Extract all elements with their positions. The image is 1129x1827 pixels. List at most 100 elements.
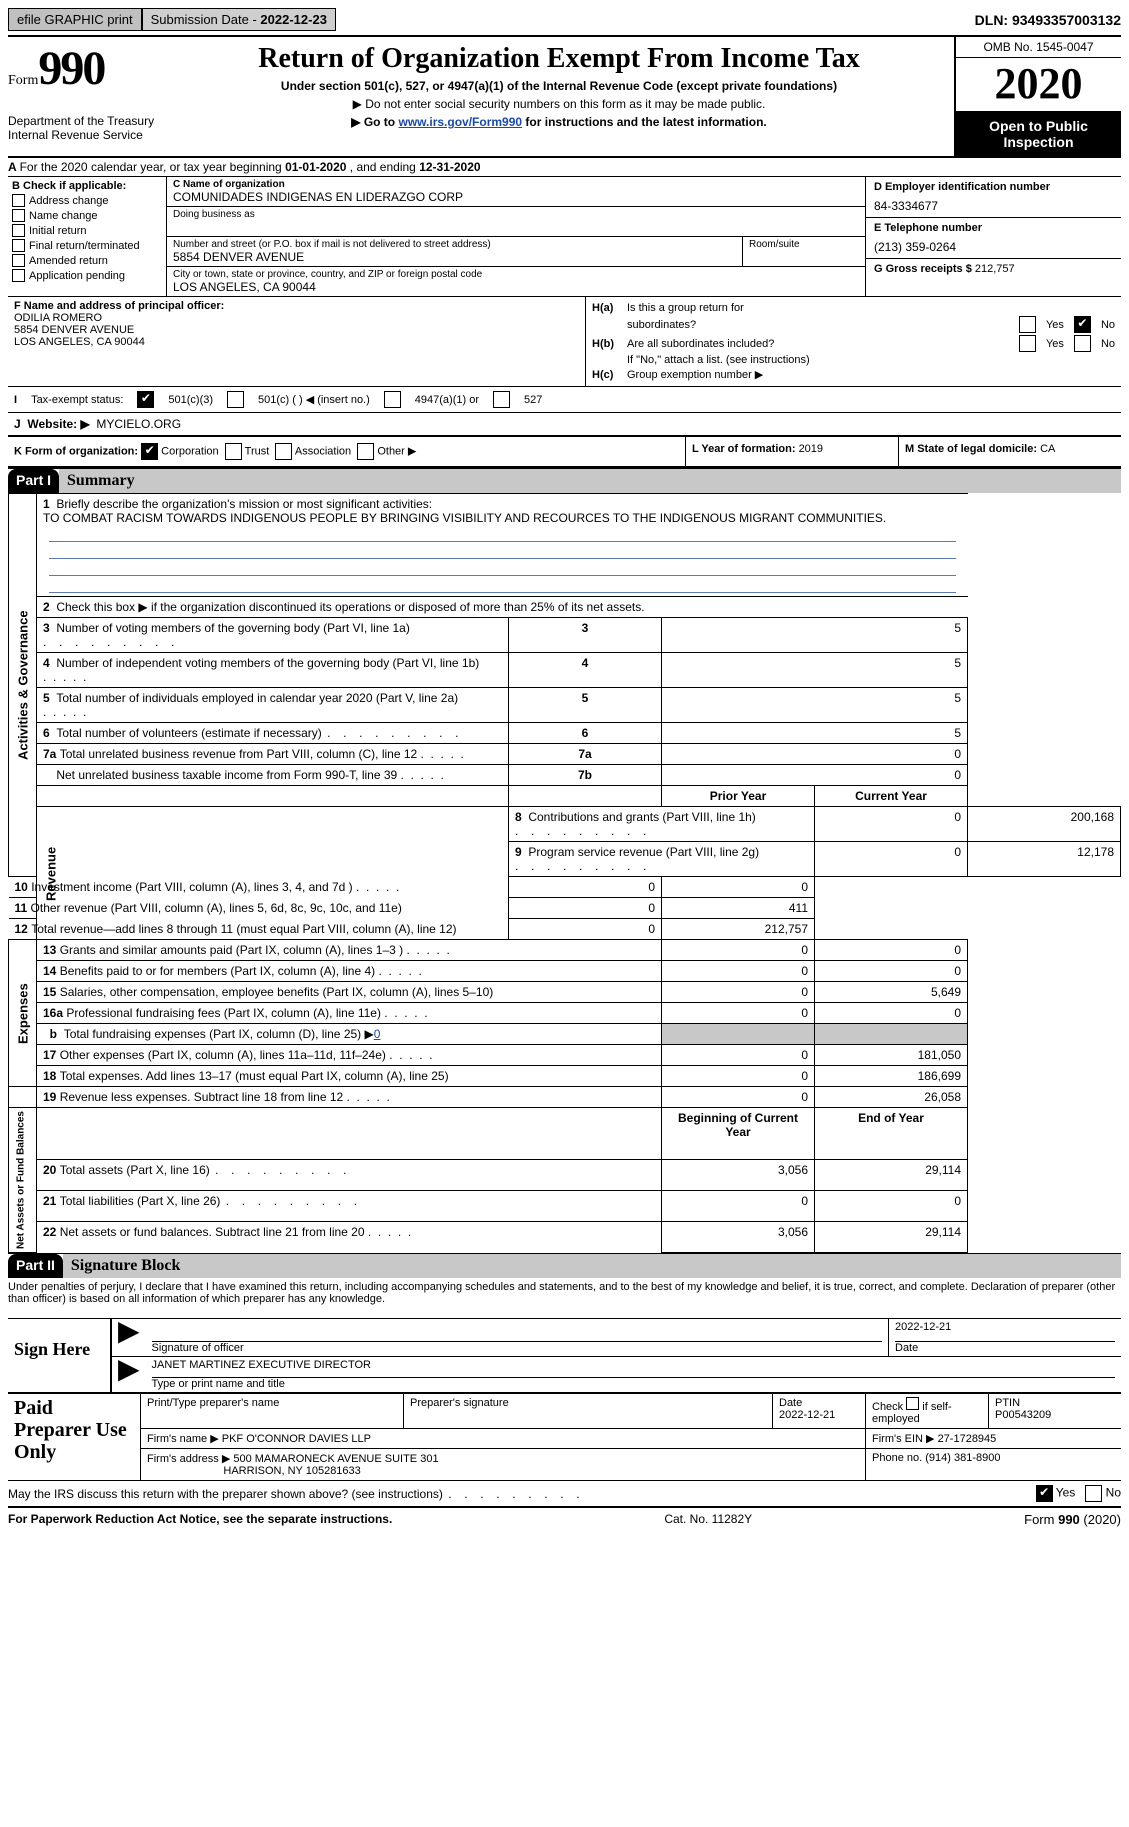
discuss-no-checkbox[interactable] bbox=[1085, 1485, 1102, 1502]
irs-link[interactable]: www.irs.gov/Form990 bbox=[398, 115, 522, 129]
status-4947-checkbox[interactable] bbox=[384, 391, 401, 408]
officer-addr2: LOS ANGELES, CA 90044 bbox=[14, 336, 579, 348]
form-title: Return of Organization Exempt From Incom… bbox=[172, 43, 946, 75]
efile-print-button[interactable]: efile GRAPHIC print bbox=[8, 8, 142, 31]
sig-date-label: Date bbox=[895, 1341, 1115, 1354]
checkbox-name-change[interactable] bbox=[12, 209, 25, 222]
part-1-header: Part I Summary bbox=[8, 468, 1121, 493]
city-label: City or town, state or province, country… bbox=[173, 269, 859, 280]
val-5: 5 bbox=[662, 688, 968, 723]
ha-yes-checkbox[interactable] bbox=[1019, 316, 1036, 333]
val-c17: 181,050 bbox=[815, 1045, 968, 1066]
line-18: Total expenses. Add lines 13–17 (must eq… bbox=[60, 1069, 449, 1083]
status-501c3-checkbox[interactable] bbox=[137, 391, 154, 408]
line-16b-val[interactable]: 0 bbox=[374, 1027, 381, 1041]
hb-no-checkbox[interactable] bbox=[1074, 335, 1091, 352]
sig-officer-label: Signature of officer bbox=[152, 1341, 882, 1354]
hc-label: Group exemption number ▶ bbox=[627, 368, 763, 381]
val-c11: 411 bbox=[662, 898, 815, 919]
officer-label: F Name and address of principal officer: bbox=[14, 300, 579, 312]
discuss-row: May the IRS discuss this return with the… bbox=[8, 1481, 1121, 1508]
line-2: Check this box ▶ if the organization dis… bbox=[56, 600, 644, 614]
website: MYCIELO.ORG bbox=[96, 417, 181, 431]
hb-yes-checkbox[interactable] bbox=[1019, 335, 1036, 352]
val-e22: 29,114 bbox=[815, 1221, 968, 1252]
val-e20: 29,114 bbox=[815, 1159, 968, 1190]
submission-date: Submission Date - 2022-12-23 bbox=[142, 8, 336, 31]
sig-date: 2022-12-21 bbox=[895, 1321, 1115, 1341]
checkbox-pending[interactable] bbox=[12, 269, 25, 282]
org-form-row: K Form of organization: Corporation Trus… bbox=[8, 437, 1121, 468]
status-501c-checkbox[interactable] bbox=[227, 391, 244, 408]
line-21: Total liabilities (Part X, line 26) bbox=[60, 1194, 359, 1208]
checkbox-amended[interactable] bbox=[12, 254, 25, 267]
line-13: Grants and similar amounts paid (Part IX… bbox=[60, 943, 450, 957]
department: Department of the Treasury Internal Reve… bbox=[8, 114, 158, 142]
val-c18: 186,699 bbox=[815, 1066, 968, 1087]
ha-no-checkbox[interactable] bbox=[1074, 316, 1091, 333]
val-b22: 3,056 bbox=[662, 1221, 815, 1252]
hb-label: Are all subordinates included? bbox=[627, 338, 774, 350]
preparer-table: Paid Preparer Use Only Print/Type prepar… bbox=[8, 1393, 1121, 1481]
prep-sig-label: Preparer's signature bbox=[404, 1394, 773, 1429]
gross-label: G Gross receipts $ bbox=[874, 263, 975, 275]
org-name-label: C Name of organization bbox=[173, 179, 859, 190]
side-activities: Activities & Governance bbox=[9, 494, 37, 877]
form-assoc-checkbox[interactable] bbox=[275, 443, 292, 460]
status-527-checkbox[interactable] bbox=[493, 391, 510, 408]
tax-exempt-status: I Tax-exempt status: 501(c)(3) 501(c) ( … bbox=[8, 387, 1121, 413]
discuss-yes-checkbox[interactable] bbox=[1036, 1485, 1053, 1502]
paid-preparer-label: Paid Preparer Use Only bbox=[8, 1394, 141, 1481]
val-c9: 12,178 bbox=[968, 842, 1121, 877]
form-trust-checkbox[interactable] bbox=[225, 443, 242, 460]
form-subtitle: Under section 501(c), 527, or 4947(a)(1)… bbox=[172, 79, 946, 93]
form-corp-checkbox[interactable] bbox=[141, 443, 158, 460]
form-note-link: ▶ Go to www.irs.gov/Form990 for instruct… bbox=[172, 115, 946, 129]
tel-label: E Telephone number bbox=[874, 222, 1113, 234]
sign-here-label: Sign Here bbox=[8, 1319, 110, 1392]
officer-group-block: F Name and address of principal officer:… bbox=[8, 297, 1121, 387]
gross-receipts: 212,757 bbox=[975, 263, 1015, 275]
officer-printed-name: JANET MARTINEZ EXECUTIVE DIRECTOR bbox=[152, 1359, 1115, 1377]
checkbox-address-change[interactable] bbox=[12, 194, 25, 207]
city: LOS ANGELES, CA 90044 bbox=[173, 280, 859, 294]
line-7b: Net unrelated business taxable income fr… bbox=[56, 768, 444, 782]
identity-block: B Check if applicable: Address change Na… bbox=[8, 177, 1121, 297]
tax-year: 2020 bbox=[956, 58, 1121, 112]
check-applicable: B Check if applicable: Address change Na… bbox=[8, 177, 167, 296]
summary-table: Activities & Governance 1 Briefly descri… bbox=[8, 493, 1121, 1253]
line-20: Total assets (Part X, line 16) bbox=[60, 1163, 349, 1177]
hb-note: If "No," attach a list. (see instruction… bbox=[627, 354, 810, 366]
signature-block: Sign Here ▶ Signature of officer 2022-12… bbox=[8, 1318, 1121, 1393]
form-number: Form990 bbox=[8, 41, 158, 96]
footer-form: Form 990 (2020) bbox=[1024, 1512, 1121, 1527]
checkbox-final-return[interactable] bbox=[12, 239, 25, 252]
ein-label: D Employer identification number bbox=[874, 181, 1113, 193]
omb-number: OMB No. 1545-0047 bbox=[956, 37, 1121, 58]
prep-date: 2022-12-21 bbox=[779, 1409, 835, 1421]
line-9: Program service revenue (Part VIII, line… bbox=[515, 845, 759, 873]
footer-left: For Paperwork Reduction Act Notice, see … bbox=[8, 1512, 392, 1527]
val-7a: 0 bbox=[662, 744, 968, 765]
val-c8: 200,168 bbox=[968, 807, 1121, 842]
self-employed-checkbox[interactable] bbox=[906, 1397, 919, 1410]
val-4: 5 bbox=[662, 653, 968, 688]
org-name: COMUNIDADES INDIGENAS EN LIDERAZGO CORP bbox=[173, 190, 859, 204]
line-6: Total number of volunteers (estimate if … bbox=[56, 726, 460, 740]
caret-icon: ▶ bbox=[112, 1357, 146, 1392]
mission-text: TO COMBAT RACISM TOWARDS INDIGENOUS PEOP… bbox=[43, 511, 886, 525]
firm-ein: 27-1728945 bbox=[938, 1433, 997, 1445]
website-row: J Website: ▶ MYCIELO.ORG bbox=[8, 413, 1121, 437]
line-15: Salaries, other compensation, employee b… bbox=[60, 985, 494, 999]
form-other-checkbox[interactable] bbox=[357, 443, 374, 460]
caret-icon: ▶ bbox=[112, 1319, 146, 1356]
checkbox-initial-return[interactable] bbox=[12, 224, 25, 237]
page-footer: For Paperwork Reduction Act Notice, see … bbox=[8, 1512, 1121, 1527]
firm-phone: (914) 381-8900 bbox=[925, 1452, 1000, 1464]
line-5: Total number of individuals employed in … bbox=[43, 691, 458, 719]
side-netassets: Net Assets or Fund Balances bbox=[9, 1108, 37, 1253]
footer-cat: Cat. No. 11282Y bbox=[664, 1512, 752, 1527]
firm-addr2: HARRISON, NY 105281633 bbox=[223, 1465, 360, 1477]
name-title-label: Type or print name and title bbox=[152, 1377, 1115, 1390]
prep-name-label: Print/Type preparer's name bbox=[141, 1394, 404, 1429]
